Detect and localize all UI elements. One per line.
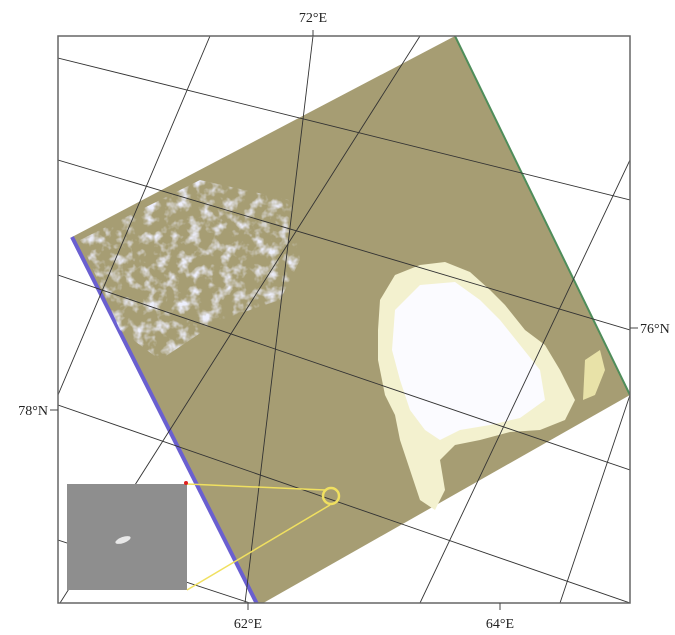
marker (184, 481, 188, 485)
latitude-label: 76°N (640, 322, 670, 337)
longitude-label: 72°E (299, 11, 327, 26)
longitude-label: 64°E (486, 617, 514, 632)
longitude-label: 62°E (234, 617, 262, 632)
image-layer (58, 36, 630, 606)
latitude-label: 78°N (18, 404, 48, 419)
map: 72°E 76°N 78°N 62°E 64°E (0, 0, 675, 635)
